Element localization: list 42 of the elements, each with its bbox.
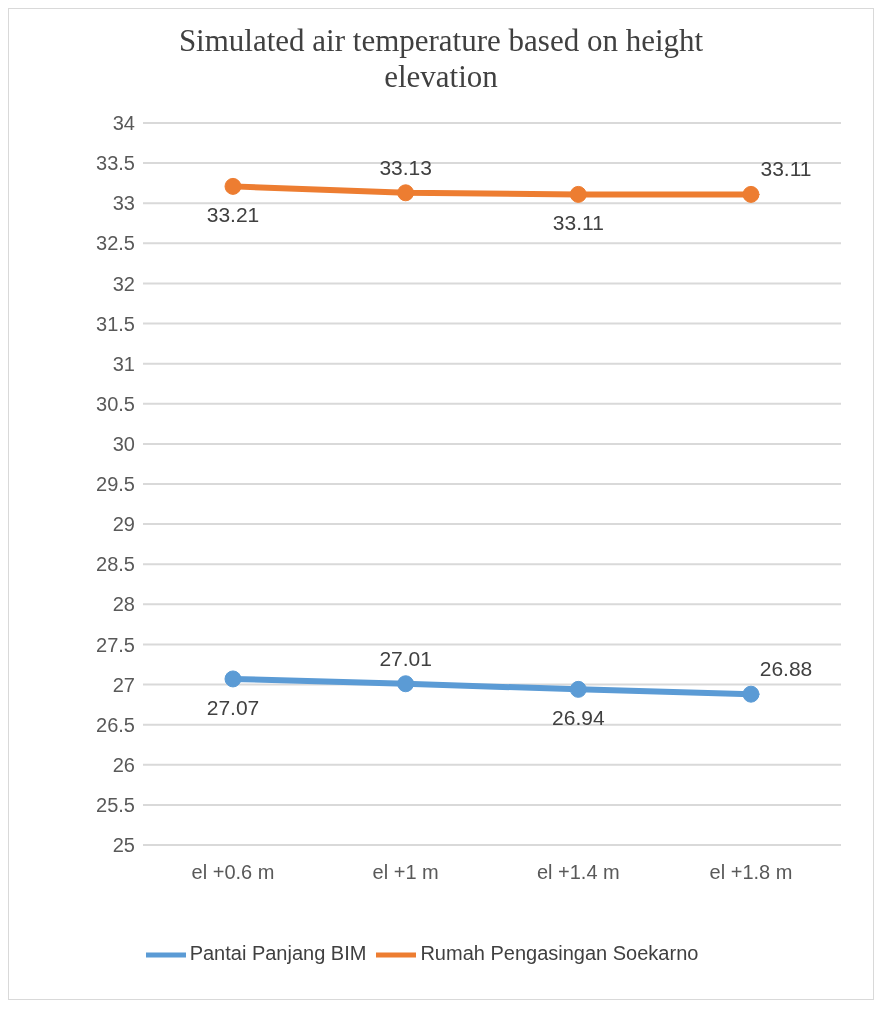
point [224,177,242,195]
data-label: 26.94 [552,706,605,730]
y-tick-label: 32.5 [96,232,135,255]
y-tick-label: 30.5 [96,392,135,415]
point [397,184,415,202]
data-label: 26.88 [759,657,813,681]
y-tick-label: 28.5 [96,553,135,576]
x-tick-label: el +1.4 m [536,861,620,884]
y-tick-label: 27.5 [96,633,135,656]
chart-title: Simulated air temperature based on height elevation [177,23,705,95]
y-tick-label: 33.5 [96,152,135,175]
y-tick-label: 29 [112,513,135,536]
point [569,185,587,203]
data-label: 33.13 [379,155,432,179]
point [224,670,242,688]
x-tick-label: el +0.6 m [191,861,275,884]
data-label: 33.11 [552,211,604,235]
point [397,675,415,693]
data-label: 33.11 [760,157,812,181]
y-tick-label: 29.5 [96,473,135,496]
data-label: 33.21 [206,203,260,227]
y-tick-label: 25.5 [96,793,135,816]
x-tick-label: el +1 m [372,861,439,884]
y-tick-label: 31.5 [96,312,135,335]
legend-label: Rumah Pengasingan Soekarno [420,942,699,965]
y-tick-label: 26 [112,753,135,776]
y-tick-label: 30 [112,432,135,455]
legend-label: Pantai Panjang BIM [189,942,367,965]
y-tick-label: 26.5 [96,713,135,736]
x-tick-label: el +1.8 m [709,861,793,884]
y-tick-label: 34 [112,112,135,135]
data-label: 27.07 [206,695,260,719]
y-tick-label: 27 [112,673,135,696]
y-tick-label: 28 [112,593,135,616]
data-label: 27.01 [379,646,432,670]
point [742,185,760,203]
point [569,680,587,698]
y-tick-label: 33 [112,192,135,215]
y-tick-label: 32 [112,272,135,295]
y-tick-label: 31 [112,352,135,375]
point [742,685,760,703]
y-tick-label: 25 [112,834,135,857]
